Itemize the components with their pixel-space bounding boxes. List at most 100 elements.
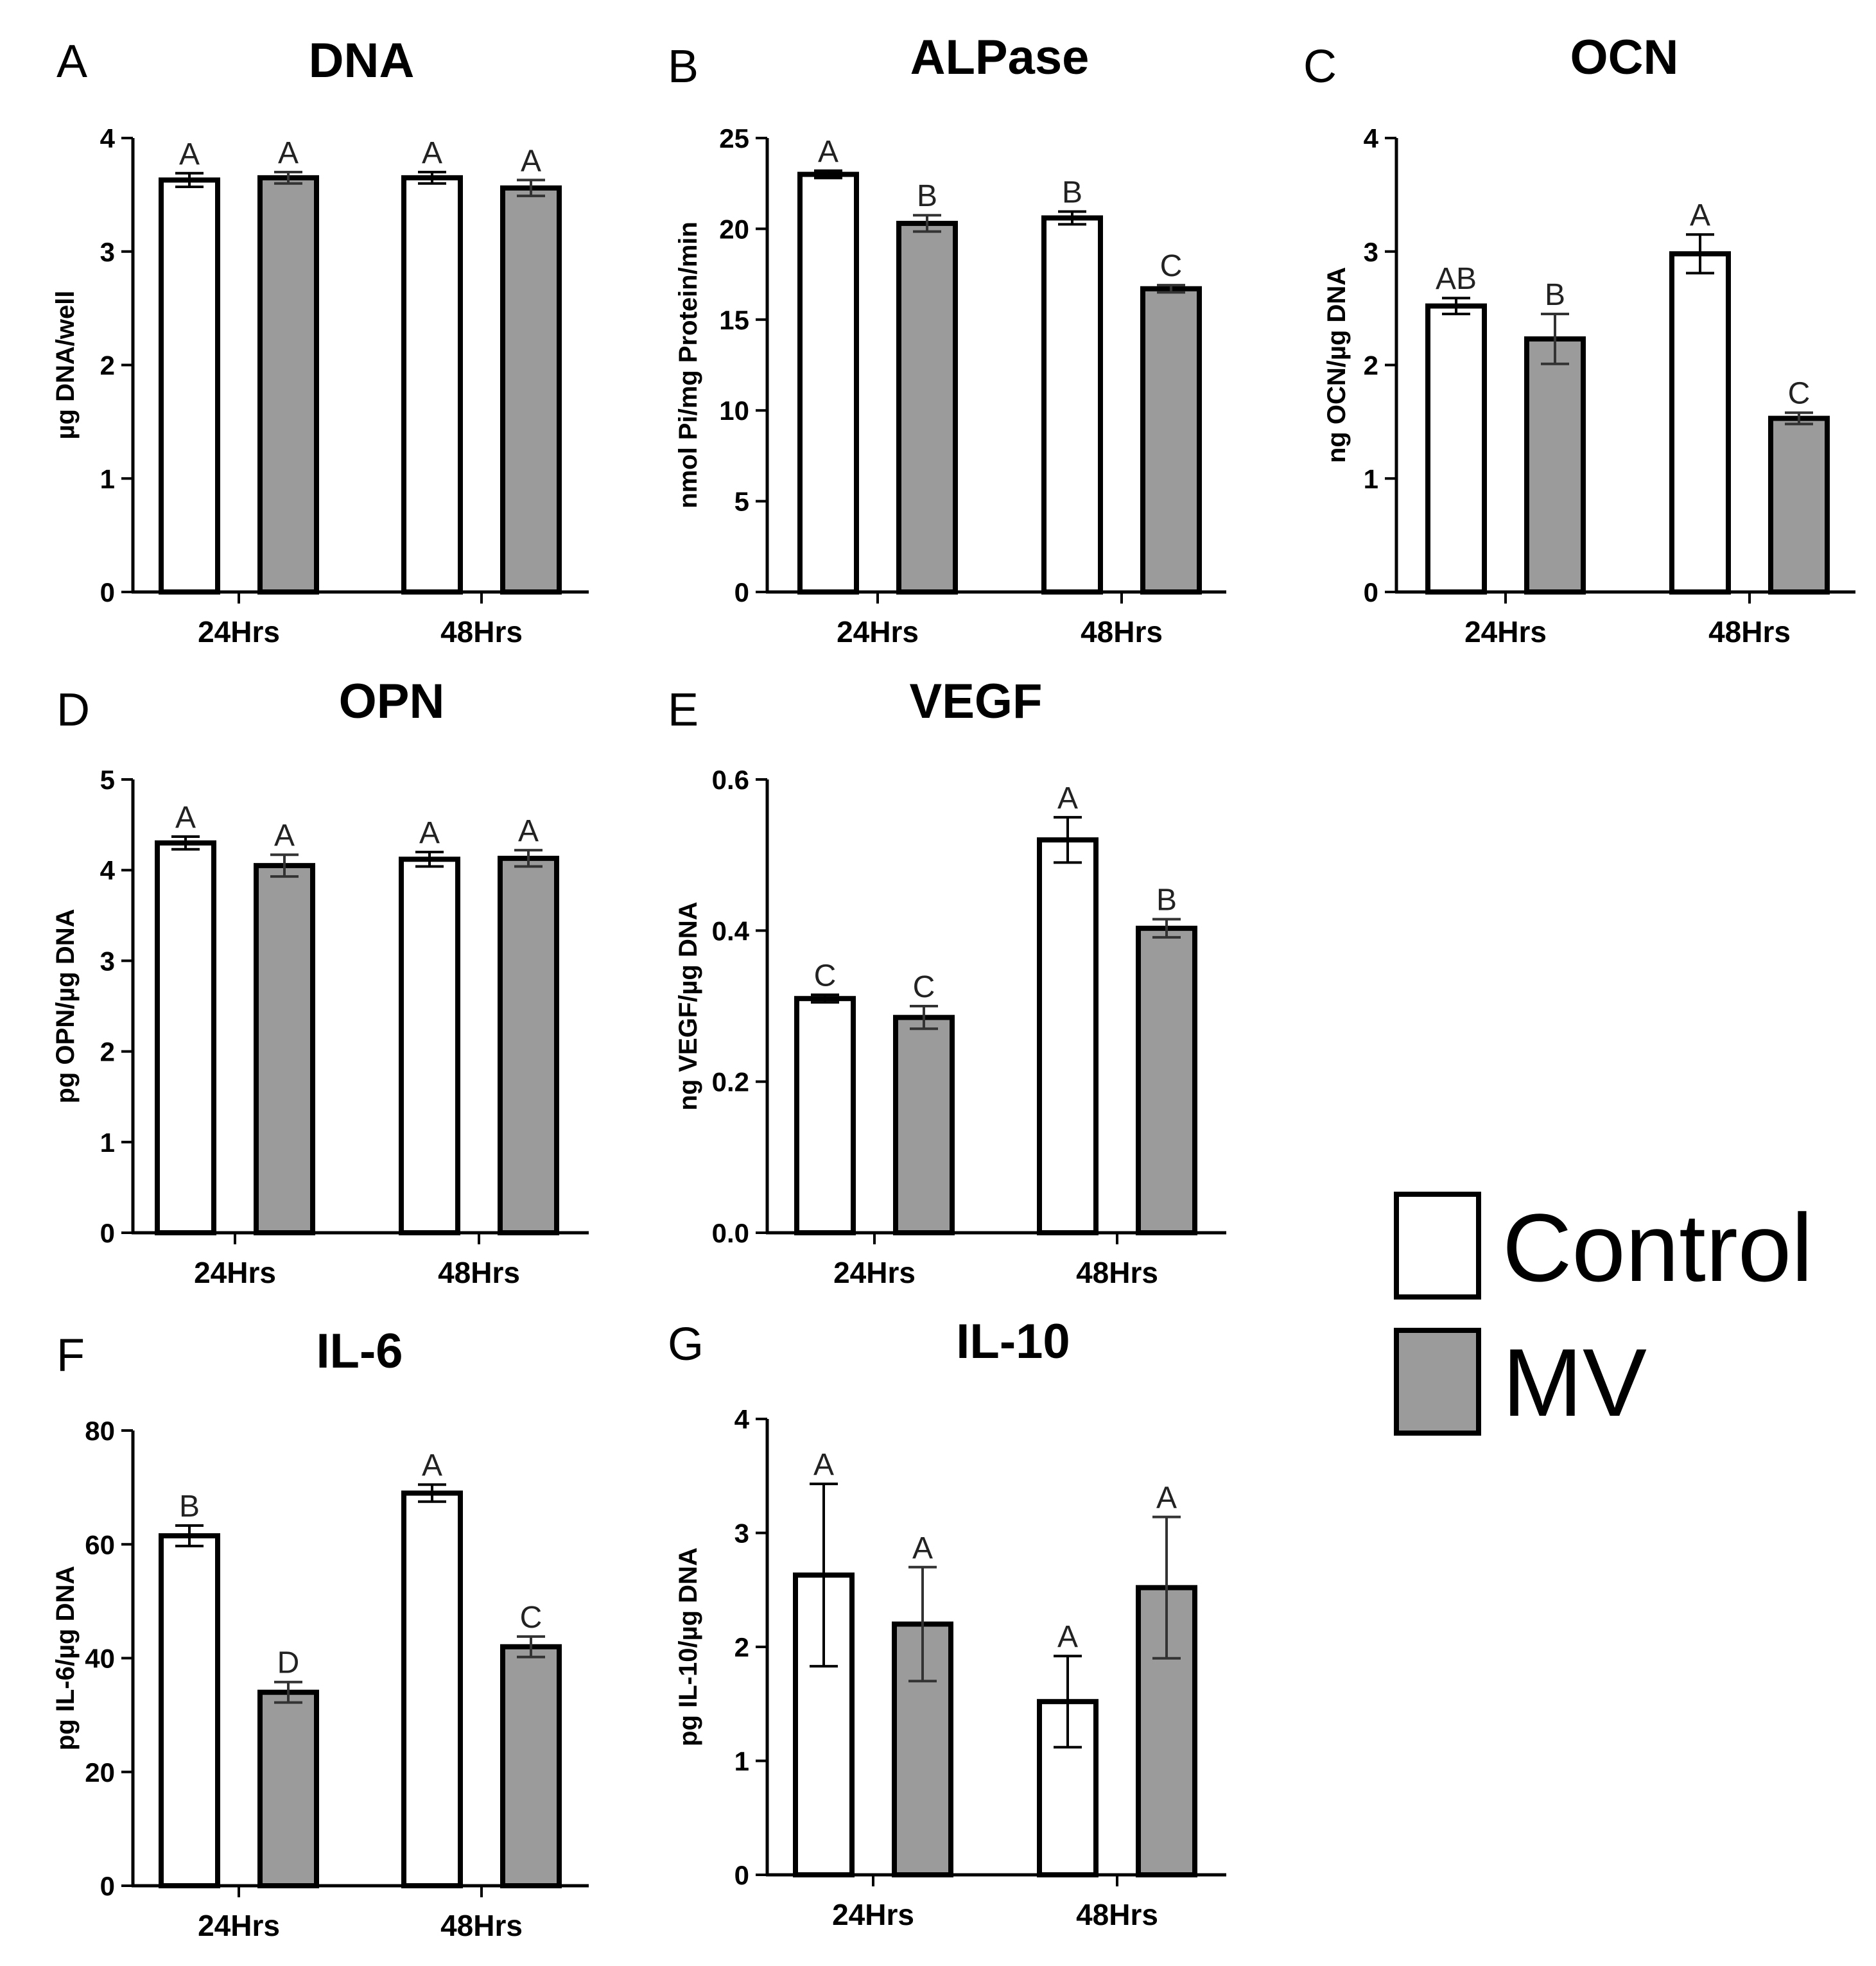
error-bar [517,178,545,198]
error-bar [517,1635,545,1658]
significance-label: A [422,136,442,170]
x-tick-label: 24Hrs [832,1898,914,1931]
bar-control-48hrs [401,175,463,595]
bar-mv-24hrs [254,863,315,1235]
error-bar [814,169,842,180]
error-bar [910,1005,938,1031]
y-tick-label: 0 [734,577,749,607]
significance-label: B [179,1490,200,1524]
y-tick-label: 20 [85,1757,115,1788]
bar-control-48hrs [399,857,460,1235]
y-tick-label: 2 [100,1037,115,1067]
panel-f: F IL-6 0 20 40 60 80 pg IL-6/µg DNA 24Hrs B D 48Hrs… [51,1324,589,1942]
x-tick-label: 24Hrs [1464,615,1547,648]
error-bar [175,1524,204,1547]
error-bar [270,853,299,878]
x-tick-label: 48Hrs [440,615,523,648]
panel-g: G IL-10 0 1 2 3 4 pg IL-10/µg DNA 24Hrs A A 48Hrs A A [668,1314,1226,1931]
bar-mv-48hrs [1136,925,1197,1235]
y-tick-label: 2 [734,1632,749,1662]
y-axis-label: µg DNA/well [51,291,80,440]
legend-item-control: Control [1394,1192,1813,1301]
panel-letter: F [56,1330,85,1381]
significance-label: A [818,135,838,169]
y-axis-label: ng VEGF/µg DNA [674,901,702,1110]
y-axis-label: pg IL-10/µg DNA [674,1547,702,1746]
bar-control-24hrs [1425,303,1487,595]
y-tick-label: 1 [100,464,115,494]
error-bar [811,993,839,1004]
bar-control-24hrs [797,171,859,595]
error-bar [418,1483,446,1503]
panel-title: IL-10 [956,1314,1070,1369]
y-tick-label: 40 [85,1644,115,1674]
x-tick-label: 24Hrs [198,615,280,648]
bar-control-48hrs [1669,251,1731,595]
error-bar [171,835,200,851]
error-bar [1054,1655,1082,1749]
y-tick-label: 3 [100,946,115,976]
y-tick-label: 2 [1364,351,1378,381]
panel-title: DNA [309,33,415,88]
y-tick-label: 25 [719,123,749,153]
y-tick-label: 0.2 [712,1067,749,1097]
legend: Control MV [1394,1192,1813,1436]
y-tick-label: 2 [100,351,115,381]
y-tick-label: 4 [100,855,116,885]
legend-item-mv: MV [1394,1328,1647,1436]
panel-letter: A [56,36,87,87]
panel-letter: G [668,1319,704,1370]
significance-label: A [1690,198,1710,232]
y-tick-label: 10 [719,396,749,426]
bar-mv-48hrs [1140,286,1202,595]
error-bar [1541,312,1569,365]
x-tick-label: 48Hrs [1081,615,1163,648]
y-tick-label: 4 [100,123,116,153]
significance-label: C [814,959,837,993]
significance-label: C [520,1601,543,1635]
panel-letter: D [56,684,90,736]
bar-control-48hrs [1041,215,1103,595]
significance-label: C [913,970,935,1004]
y-tick-label: 15 [719,305,749,335]
panel-title: IL-6 [316,1324,403,1379]
bar-control-24hrs [159,1533,220,1889]
legend-label: MV [1502,1328,1647,1436]
significance-label: D [277,1646,300,1680]
y-tick-label: 4 [734,1404,750,1434]
significance-label: A [419,816,440,850]
significance-label: A [1156,1481,1177,1515]
bar-mv-24hrs [896,220,958,595]
y-tick-label: 3 [734,1518,749,1549]
y-axis-label: ng OCN/µg DNA [1323,267,1351,463]
error-bar [418,171,446,185]
panel-letter: E [668,684,699,736]
panel-title: ALPase [910,30,1090,85]
bar-mv-24hrs [1524,336,1586,595]
error-bar [274,171,302,185]
x-tick-label: 48Hrs [1708,615,1791,648]
error-bar [1152,1515,1181,1660]
bar-control-24hrs [159,177,220,595]
significance-label: A [912,1531,933,1565]
error-bar [1442,297,1470,315]
significance-label: A [1057,781,1078,815]
error-bar [175,171,204,189]
significance-label: C [1788,377,1811,411]
panel-d: D OPN 0 1 2 3 4 5 pg OPN/µg DNA 24Hrs A A 48Hrs A A [51,674,589,1289]
x-tick-label: 24Hrs [194,1256,276,1289]
legend-swatch [1394,1328,1481,1436]
y-axis-label: pg IL-6/µg DNA [51,1566,80,1750]
panel-a: A DNA 0 1 2 3 4 µg DNA/well 24Hrs A A 48Hrs A A [51,33,589,648]
y-tick-label: 80 [85,1416,115,1446]
error-bar [908,1565,937,1683]
bar-control-48hrs [1037,837,1099,1235]
y-tick-label: 0.6 [712,765,749,795]
error-bar [514,849,543,868]
y-axis-label: nmol Pi/mg Protein/min [674,222,702,509]
y-tick-label: 1 [100,1127,115,1158]
legend-swatch [1394,1192,1481,1300]
panel-title: OPN [339,674,445,729]
y-tick-label: 0 [1364,577,1378,607]
